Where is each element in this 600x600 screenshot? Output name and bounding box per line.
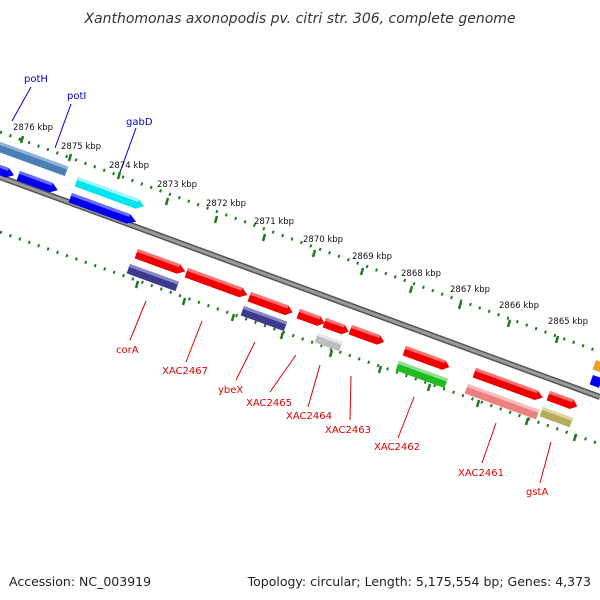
- scale-label: 2872 kbp: [206, 199, 246, 209]
- gene-label-xac2467: XAC2467: [162, 366, 208, 377]
- gene-label-xac2461: XAC2461: [458, 468, 504, 479]
- gene-label-xac2463: XAC2463: [325, 425, 371, 436]
- scale-labels: 2876 kbp 2875 kbp 2874 kbp 2873 kbp 2872…: [13, 123, 588, 327]
- gene-label-gsta: gstA: [526, 487, 548, 498]
- gene-blue-2[interactable]: [16, 171, 60, 195]
- gene-blue-edge[interactable]: [589, 375, 600, 388]
- gene-blue-1[interactable]: [0, 163, 16, 180]
- outer-major-ticks: [19, 135, 560, 344]
- gene-label-ybex: ybeX: [218, 385, 243, 396]
- scale-label: 2869 kbp: [352, 252, 392, 262]
- gene-xac2464[interactable]: [322, 318, 351, 336]
- scale-label: 2868 kbp: [401, 269, 441, 279]
- gene-label-xac2462: XAC2462: [374, 442, 420, 453]
- gene-label-cora: corA: [116, 345, 139, 356]
- gene-gsta[interactable]: [539, 407, 574, 428]
- gene-red-1[interactable]: [134, 249, 187, 276]
- callout-lines: [11, 86, 552, 484]
- gene-blue-3[interactable]: [68, 193, 138, 226]
- gene-red-4[interactable]: [472, 368, 545, 402]
- gene-label-poth: potH: [24, 74, 48, 85]
- gene-label-xac2465: XAC2465: [246, 398, 292, 409]
- gene-poth[interactable]: [0, 140, 69, 177]
- scale-label: 2867 kbp: [450, 285, 490, 295]
- gene-red-5[interactable]: [546, 391, 580, 411]
- gene-orange-edge[interactable]: [592, 360, 600, 373]
- scale-label: 2874 kbp: [109, 161, 149, 171]
- accession-text: Accession: NC_003919: [9, 574, 151, 589]
- inner-major-ticks: [134, 280, 578, 442]
- scale-label: 2873 kbp: [157, 180, 197, 190]
- gene-gabd[interactable]: [74, 177, 146, 211]
- gene-cora[interactable]: [126, 264, 179, 292]
- summary-text: Topology: circular; Length: 5,175,554 bp…: [247, 574, 591, 589]
- gene-gray[interactable]: [314, 333, 343, 352]
- scale-label: 2866 kbp: [499, 301, 539, 311]
- scale-label: 2876 kbp: [13, 123, 53, 133]
- genes: [0, 140, 600, 428]
- gene-xac2465[interactable]: [296, 309, 327, 328]
- gene-xac2461[interactable]: [464, 384, 540, 420]
- gene-labels: potH potI gabD corA XAC2467 ybeX XAC2465…: [24, 74, 548, 498]
- gene-label-poti: potI: [67, 91, 86, 102]
- scale-label: 2865 kbp: [548, 317, 588, 327]
- gene-xac2463[interactable]: [348, 325, 386, 347]
- scale-label: 2875 kbp: [61, 142, 101, 152]
- inner-tick-rail: [0, 230, 600, 446]
- gene-xac2467[interactable]: [184, 268, 250, 300]
- gene-xac2462[interactable]: [395, 361, 448, 389]
- gene-red-3[interactable]: [402, 346, 452, 372]
- scale-label: 2871 kbp: [254, 217, 294, 227]
- map-title: Xanthomonas axonopodis pv. citri str. 30…: [83, 11, 515, 27]
- gene-ybex[interactable]: [240, 306, 288, 332]
- gene-label-xac2464: XAC2464: [286, 411, 332, 422]
- scale-label: 2870 kbp: [303, 235, 343, 245]
- gene-label-gabd: gabD: [126, 117, 153, 128]
- gene-red-2[interactable]: [247, 292, 295, 317]
